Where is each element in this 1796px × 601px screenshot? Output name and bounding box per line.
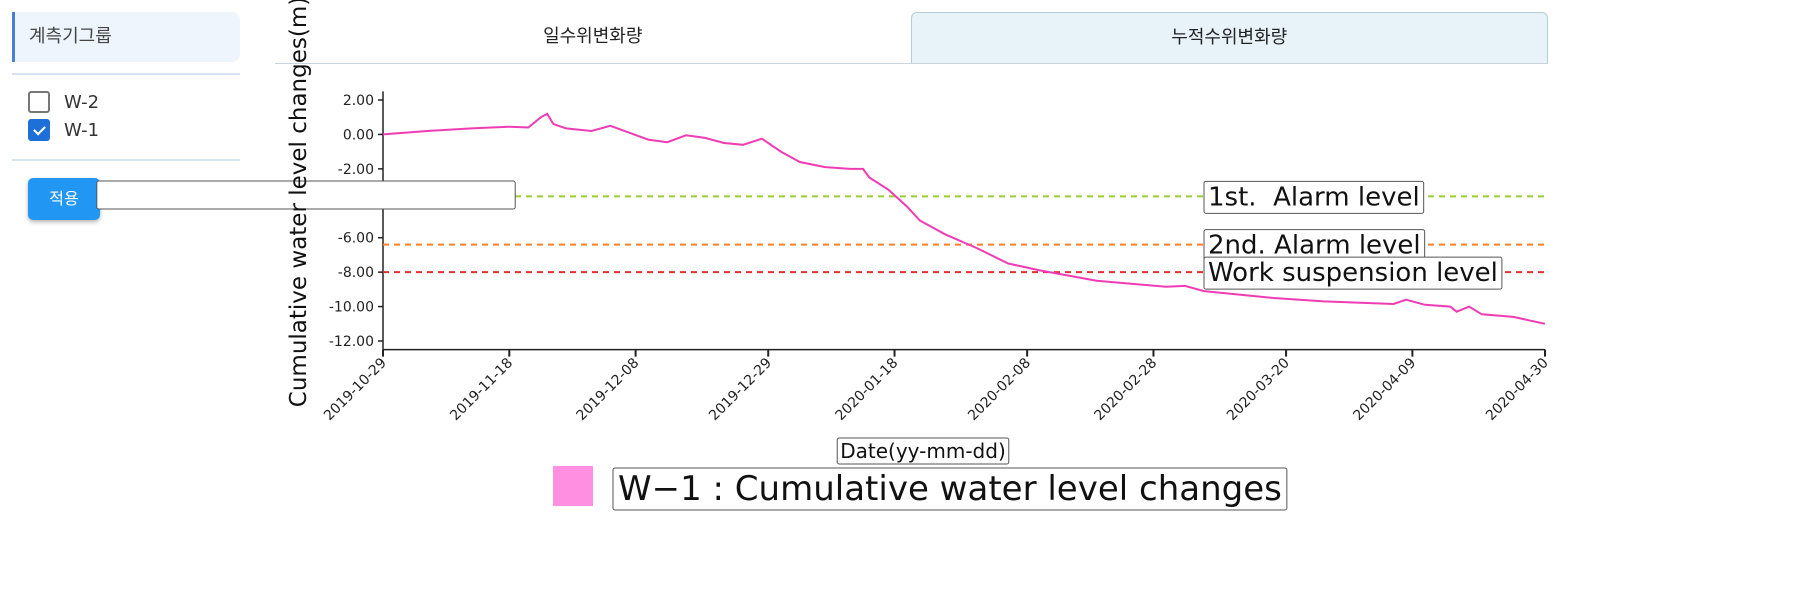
label-box [96, 180, 516, 210]
y-tick-label: -10.00 [329, 300, 374, 316]
x-tick-label: 2019-12-29 [706, 355, 775, 424]
x-tick-label: 2020-02-08 [965, 355, 1034, 424]
y-tick-label: -8.00 [338, 265, 374, 281]
x-tick-label: 2020-02-28 [1091, 355, 1160, 424]
y-tick-label: -12.00 [329, 334, 374, 350]
y-tick-label: -2.00 [338, 162, 374, 178]
x-tick-label: 2020-04-09 [1350, 355, 1419, 424]
label-box [1203, 256, 1503, 290]
label-box [836, 437, 1010, 465]
tab[interactable]: 누적수위변화량 [910, 12, 1548, 63]
checkbox[interactable] [28, 119, 50, 141]
x-tick-label: 2020-04-30 [1483, 355, 1552, 424]
legend-label: W−1 : Cumulative water level changes [618, 469, 1282, 509]
threshold-label: 1st. Alarm level [1208, 182, 1420, 212]
x-tick-label: 2020-03-20 [1224, 355, 1293, 424]
checkbox-item[interactable]: W-1 [28, 118, 99, 142]
checkbox-item[interactable]: W-2 [28, 90, 99, 114]
legend-swatch [553, 466, 593, 506]
y-tick-label: -6.00 [338, 231, 374, 247]
data-line [382, 112, 1546, 325]
threshold-label: 2nd. Alarm level [1208, 231, 1421, 261]
separator [12, 73, 240, 75]
x-tick-label: 2019-10-29 [321, 355, 390, 424]
x-axis-label: Date(yy-mm-dd) [840, 439, 1006, 463]
checkbox-label: W-1 [64, 119, 100, 141]
y-tick-label: 0.00 [343, 127, 374, 143]
group-title: 계측기그룹 [12, 12, 240, 62]
label-box [612, 467, 1288, 511]
checkbox-label: W-2 [64, 91, 100, 113]
threshold-label: Work suspension level [1208, 258, 1498, 288]
checkbox[interactable] [28, 91, 50, 113]
separator [12, 159, 240, 161]
x-tick-label: 2019-11-18 [447, 355, 516, 424]
y-axis-label: Cumulative water level changes(m) [286, 0, 312, 407]
y-tick-label: 2.00 [343, 93, 374, 109]
x-tick-label: 2020-01-18 [833, 355, 902, 424]
tab[interactable]: 일수위변화량 [543, 26, 643, 47]
x-tick-label: 2019-12-08 [574, 355, 643, 424]
label-box [1203, 180, 1425, 214]
tab-bar: 일수위변화량 누적수위변화량 [275, 12, 1548, 64]
apply-button[interactable]: 적용 [28, 178, 100, 220]
